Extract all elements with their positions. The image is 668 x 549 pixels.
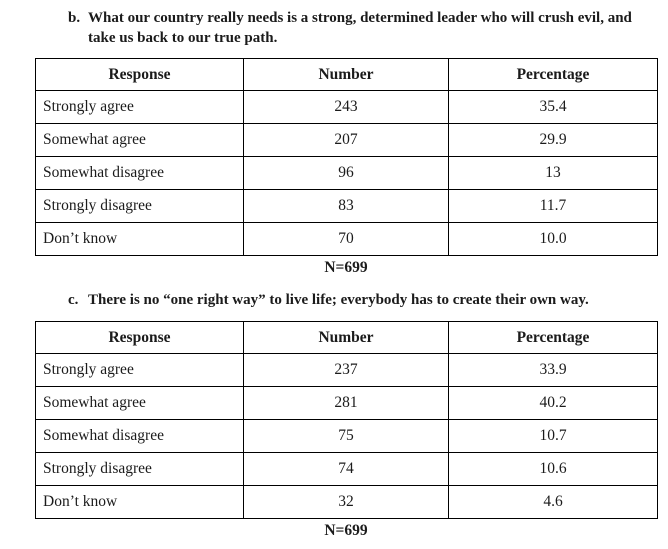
table-head-b: Response Number Percentage: [35, 58, 658, 91]
response-table-c: Response Number Percentage Strongly agre…: [35, 321, 658, 519]
number-cell: 96: [243, 156, 449, 190]
question-section-b: b. What our country really needs is a st…: [0, 8, 668, 277]
percentage-column-header: Percentage: [448, 58, 658, 91]
response-cell: Don’t know: [35, 222, 244, 256]
number-cell: 281: [243, 386, 449, 420]
number-cell: 74: [243, 452, 449, 486]
question-label-c: c.: [68, 292, 79, 308]
number-cell: 237: [243, 353, 449, 387]
response-column-header: Response: [35, 321, 244, 354]
number-column-header: Number: [243, 321, 449, 354]
question-heading-b: b. What our country really needs is a st…: [68, 8, 668, 48]
response-table-b: Response Number Percentage Strongly agre…: [35, 58, 658, 256]
percentage-cell: 29.9: [448, 123, 658, 157]
number-cell: 32: [243, 485, 449, 519]
percentage-cell: 35.4: [448, 90, 658, 124]
response-cell: Somewhat disagree: [35, 156, 244, 190]
table-header-row: Response Number Percentage: [35, 321, 658, 354]
percentage-cell: 10.7: [448, 419, 658, 453]
percentage-cell: 10.6: [448, 452, 658, 486]
table-row: Somewhat agree 281 40.2: [35, 386, 658, 420]
number-cell: 70: [243, 222, 449, 256]
percentage-cell: 4.6: [448, 485, 658, 519]
number-cell: 83: [243, 189, 449, 223]
table-row: Strongly disagree 74 10.6: [35, 452, 658, 486]
table-row: Somewhat disagree 96 13: [35, 156, 658, 190]
number-column-header: Number: [243, 58, 449, 91]
response-cell: Somewhat agree: [35, 123, 244, 157]
question-label-b: b.: [68, 10, 81, 26]
response-cell: Somewhat disagree: [35, 419, 244, 453]
response-cell: Somewhat agree: [35, 386, 244, 420]
percentage-cell: 13: [448, 156, 658, 190]
table-row: Don’t know 32 4.6: [35, 485, 658, 519]
percentage-cell: 40.2: [448, 386, 658, 420]
response-cell: Strongly disagree: [35, 452, 244, 486]
table-body-c: Strongly agree 237 33.9 Somewhat agree 2…: [35, 353, 658, 519]
response-cell: Strongly agree: [35, 353, 244, 387]
number-cell: 243: [243, 90, 449, 124]
table-head-c: Response Number Percentage: [35, 321, 658, 354]
table-row: Strongly disagree 83 11.7: [35, 189, 658, 223]
table-row: Somewhat disagree 75 10.7: [35, 419, 658, 453]
sample-size-note-c: N=699: [324, 522, 368, 539]
percentage-cell: 10.0: [448, 222, 658, 256]
question-heading-c: c. There is no “one right way” to live l…: [68, 290, 668, 310]
table-header-row: Response Number Percentage: [35, 58, 658, 91]
question-section-c: c. There is no “one right way” to live l…: [0, 290, 668, 540]
percentage-cell: 33.9: [448, 353, 658, 387]
number-cell: 75: [243, 419, 449, 453]
percentage-column-header: Percentage: [448, 321, 658, 354]
document-page: b. What our country really needs is a st…: [0, 8, 668, 549]
table-row: Somewhat agree 207 29.9: [35, 123, 658, 157]
sample-size-note-b: N=699: [324, 259, 368, 276]
number-cell: 207: [243, 123, 449, 157]
question-text-b: What our country really needs is a stron…: [88, 10, 632, 46]
table-row: Don’t know 70 10.0: [35, 222, 658, 256]
response-cell: Strongly agree: [35, 90, 244, 124]
table-row: Strongly agree 243 35.4: [35, 90, 658, 124]
response-column-header: Response: [35, 58, 244, 91]
table-body-b: Strongly agree 243 35.4 Somewhat agree 2…: [35, 90, 658, 256]
response-cell: Strongly disagree: [35, 189, 244, 223]
question-text-c: There is no “one right way” to live life…: [88, 292, 589, 308]
table-row: Strongly agree 237 33.9: [35, 353, 658, 387]
percentage-cell: 11.7: [448, 189, 658, 223]
response-cell: Don’t know: [35, 485, 244, 519]
